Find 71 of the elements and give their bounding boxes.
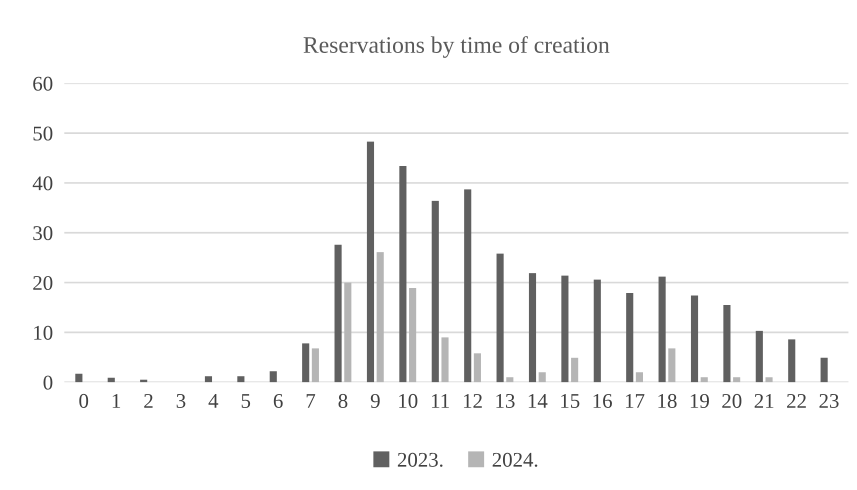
x-tick-label: 7 bbox=[306, 394, 316, 408]
bar bbox=[723, 304, 730, 382]
x-tick-label: 9 bbox=[370, 394, 380, 408]
x-tick-label: 13 bbox=[496, 394, 515, 408]
bar bbox=[344, 282, 352, 382]
y-tick-label: 60 bbox=[33, 76, 52, 91]
bar bbox=[75, 374, 82, 382]
bar bbox=[312, 348, 319, 382]
y-tick-label: 0 bbox=[44, 376, 52, 390]
x-tick-label: 15 bbox=[561, 394, 580, 408]
bar bbox=[432, 200, 439, 382]
bar bbox=[366, 142, 374, 382]
x-tick-label: 18 bbox=[658, 394, 677, 408]
x-tick-label: 20 bbox=[722, 394, 742, 408]
bar bbox=[474, 353, 481, 382]
bar bbox=[528, 273, 536, 382]
bar bbox=[441, 337, 449, 382]
x-tick-label: 19 bbox=[690, 394, 709, 408]
bar bbox=[820, 358, 828, 382]
x-tick-label: 23 bbox=[819, 394, 839, 408]
bar bbox=[464, 189, 472, 382]
bar bbox=[270, 371, 277, 382]
bar bbox=[140, 380, 148, 382]
bar bbox=[108, 378, 115, 382]
bar bbox=[765, 377, 773, 382]
bar bbox=[538, 372, 546, 382]
x-tick-label: 6 bbox=[274, 394, 283, 408]
x-tick-label: 17 bbox=[626, 394, 644, 408]
x-tick-label: 8 bbox=[338, 394, 348, 408]
x-tick-label: 21 bbox=[754, 394, 774, 408]
x-tick-label: 12 bbox=[464, 394, 482, 408]
x-tick-label: 22 bbox=[787, 394, 806, 408]
bar bbox=[237, 376, 244, 382]
y-tick-label: 50 bbox=[34, 126, 52, 141]
x-tick-label: 14 bbox=[528, 394, 548, 408]
legend-label: 2023. bbox=[398, 452, 442, 467]
bar bbox=[496, 254, 504, 382]
bar bbox=[302, 343, 310, 382]
bar bbox=[733, 377, 740, 382]
y-tick-label: 20 bbox=[33, 276, 52, 290]
bar bbox=[506, 377, 514, 382]
y-tick-label: 30 bbox=[33, 226, 52, 240]
bar bbox=[658, 276, 666, 382]
bar bbox=[409, 288, 416, 382]
bar bbox=[204, 376, 212, 382]
bar bbox=[690, 296, 698, 382]
bar bbox=[594, 280, 601, 382]
bar bbox=[399, 166, 406, 382]
x-tick-label: 10 bbox=[399, 394, 418, 408]
x-tick-label: 0 bbox=[79, 394, 88, 408]
y-tick-label: 10 bbox=[34, 326, 52, 340]
x-tick-label: 11 bbox=[432, 394, 449, 408]
x-tick-label: 16 bbox=[594, 394, 612, 408]
x-tick-label: 2 bbox=[144, 394, 153, 408]
bar bbox=[626, 293, 634, 382]
bar bbox=[668, 348, 676, 382]
bar bbox=[334, 244, 342, 382]
legend-label: 2024. bbox=[492, 452, 538, 467]
bar bbox=[376, 252, 384, 382]
x-tick-label: 1 bbox=[112, 394, 120, 408]
x-tick-label: 3 bbox=[176, 394, 186, 408]
bar bbox=[788, 339, 796, 382]
bar bbox=[756, 330, 763, 382]
x-tick-label: 4 bbox=[208, 394, 218, 408]
bar bbox=[700, 377, 708, 382]
chart-title: Reservations by time of creation bbox=[304, 36, 610, 58]
bar bbox=[571, 358, 578, 382]
x-tick-label: 5 bbox=[242, 394, 250, 408]
bar bbox=[561, 276, 568, 382]
bar bbox=[636, 372, 643, 382]
y-tick-label: 40 bbox=[32, 176, 52, 190]
